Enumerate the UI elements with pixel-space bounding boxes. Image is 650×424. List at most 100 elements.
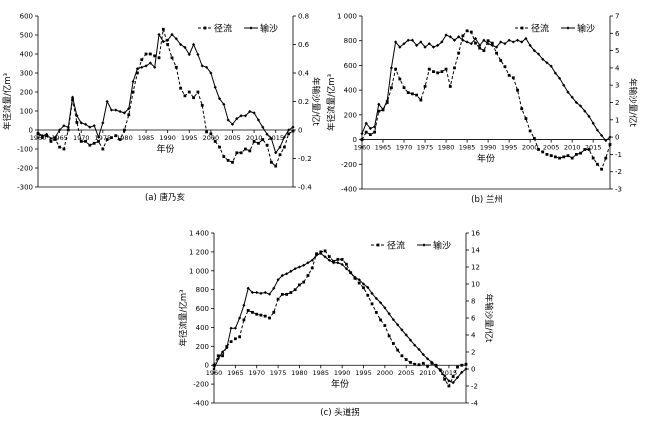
x-tick-label: 1980 [438, 144, 455, 152]
runoff-point [212, 363, 216, 367]
x-tick-label: 1960 [30, 134, 47, 142]
runoff-point [541, 150, 545, 154]
runoff-point [360, 138, 364, 141]
sediment-point [49, 136, 53, 141]
sediment-point [204, 65, 209, 69]
right-tick-label: 1 [615, 116, 619, 124]
runoff-point [448, 85, 452, 88]
runoff-point [579, 151, 582, 155]
sediment-point [604, 138, 608, 143]
runoff-point [436, 71, 440, 75]
right-tick-label: 0.4 [298, 70, 310, 78]
sediment-point [344, 267, 349, 271]
legend-runoff-label: 径流 [214, 23, 232, 35]
left-tick-label: 100 [20, 108, 33, 116]
sediment-point [366, 285, 370, 289]
sediment-point [45, 132, 49, 136]
runoff-point [269, 160, 273, 164]
left-tick-label: -200 [341, 161, 357, 169]
sediment-point [377, 102, 381, 106]
sediment-point [391, 318, 395, 322]
runoff-point [374, 310, 378, 314]
x-tick-label: 1990 [480, 144, 497, 152]
sediment-point [524, 36, 528, 41]
sediment-point [261, 125, 265, 129]
sediment-point [438, 369, 442, 373]
left-tick-label: 300 [20, 70, 33, 78]
sediment-point [183, 45, 187, 49]
runoff-point [84, 140, 87, 143]
runoff-point [58, 145, 62, 149]
runoff-point [402, 86, 406, 90]
runoff-point [583, 148, 587, 151]
x-tick-label: 2005 [543, 144, 560, 152]
sediment-point [398, 45, 402, 49]
legend: 径流 输沙 [515, 23, 595, 35]
sediment-point [511, 40, 515, 44]
runoff-point [259, 313, 263, 317]
runoff-point [174, 65, 178, 69]
right-tick-label: 3 [615, 82, 619, 90]
runoff-point [233, 337, 237, 341]
runoff-point [231, 160, 234, 164]
runoff-point [532, 136, 536, 140]
sediment-point [378, 301, 383, 305]
sediment-point [53, 135, 57, 139]
sediment-point [289, 269, 293, 273]
runoff-point [110, 136, 113, 139]
sediment-point [353, 275, 357, 279]
runoff-point [558, 156, 561, 160]
runoff-point [383, 324, 387, 327]
sediment-point [242, 303, 246, 307]
sediment-point [250, 290, 255, 295]
runoff-point [257, 141, 260, 145]
runoff-point [246, 309, 250, 312]
sediment-point [252, 111, 256, 115]
runoff-point [298, 283, 301, 287]
left-tick-label: -200 [193, 381, 209, 389]
runoff-point [444, 67, 448, 71]
sediment-point [225, 346, 229, 350]
x-tick-label: 2010 [419, 369, 436, 377]
runoff-point [205, 130, 208, 134]
sediment-point [404, 333, 408, 337]
right-tick-label: -3 [615, 186, 622, 194]
sediment-point [389, 66, 394, 70]
legend-runoff-label: 径流 [387, 240, 405, 252]
runoff-point [385, 101, 389, 104]
runoff-point [123, 128, 126, 132]
chart-0: -300 -200 -100 0 100 200 300 400 500 600 -0.4 -0.2 0… [2, 13, 321, 204]
left-tick-label: 1 000 [189, 267, 209, 275]
sediment-point [406, 38, 410, 42]
sediment-point [549, 64, 553, 68]
x-axis-title: 年份 [156, 143, 174, 155]
runoff-point [127, 113, 131, 117]
sediment-point [368, 126, 373, 131]
runoff-point [390, 86, 393, 90]
x-tick-label: 1985 [459, 144, 476, 152]
runoff-point [427, 67, 431, 71]
runoff-point [49, 140, 53, 143]
runoff-point [370, 302, 374, 306]
runoff-point [166, 43, 170, 46]
sediment-point [469, 42, 473, 46]
sediment-point [230, 122, 235, 126]
series-line-runoff [37, 29, 294, 167]
sediment-point [532, 49, 536, 53]
x-axis-title: 年份 [477, 153, 495, 165]
runoff-point [362, 286, 365, 290]
sediment-point [75, 114, 79, 118]
sediment-point [574, 100, 578, 105]
runoff-point [524, 117, 528, 120]
left-tick-label: 400 [344, 87, 357, 95]
sediment-point [408, 338, 413, 342]
legend-runoff-marker [376, 243, 380, 247]
legend-sediment-marker [249, 26, 253, 30]
runoff-point [278, 153, 282, 157]
legend-sediment-label: 输沙 [260, 23, 278, 35]
x-tick-label: 2000 [203, 134, 220, 142]
sediment-point [213, 85, 217, 89]
runoff-point [495, 51, 498, 55]
sediment-point [385, 99, 389, 103]
sediment-point [88, 125, 92, 129]
